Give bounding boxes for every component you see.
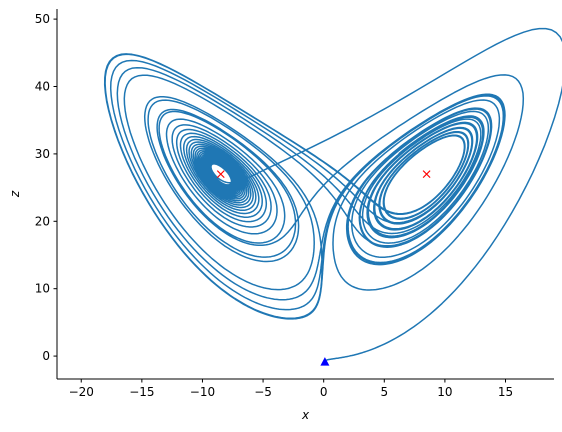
tick-marks: −20 −15 −10 −5 0 5 10 15 0 10 20 30 40 50 <box>35 12 513 399</box>
x-tick-label: −20 <box>69 385 94 399</box>
x-axis-label: x <box>301 408 310 422</box>
x-tick-label: −15 <box>129 385 154 399</box>
y-tick-label: 10 <box>35 282 50 296</box>
x-tick-label: −5 <box>254 385 272 399</box>
fixed-point-marker <box>422 170 431 179</box>
x-tick-label: 0 <box>320 385 328 399</box>
x-tick-label: 5 <box>380 385 388 399</box>
x-tick-label: −10 <box>190 385 215 399</box>
y-tick-label: 0 <box>42 349 50 363</box>
initial-point-marker <box>320 357 330 366</box>
plot-area <box>103 27 562 363</box>
y-tick-label: 20 <box>35 214 50 228</box>
markers <box>216 170 431 366</box>
axes <box>56 9 554 380</box>
y-tick-label: 30 <box>35 147 50 161</box>
trajectory-line <box>103 27 562 363</box>
y-tick-label: 40 <box>35 80 50 94</box>
x-tick-label: 10 <box>437 385 452 399</box>
fixed-point-marker <box>216 170 225 179</box>
y-tick-label: 50 <box>35 12 50 26</box>
y-axis-label: z <box>8 190 22 198</box>
x-tick-label: 15 <box>498 385 513 399</box>
